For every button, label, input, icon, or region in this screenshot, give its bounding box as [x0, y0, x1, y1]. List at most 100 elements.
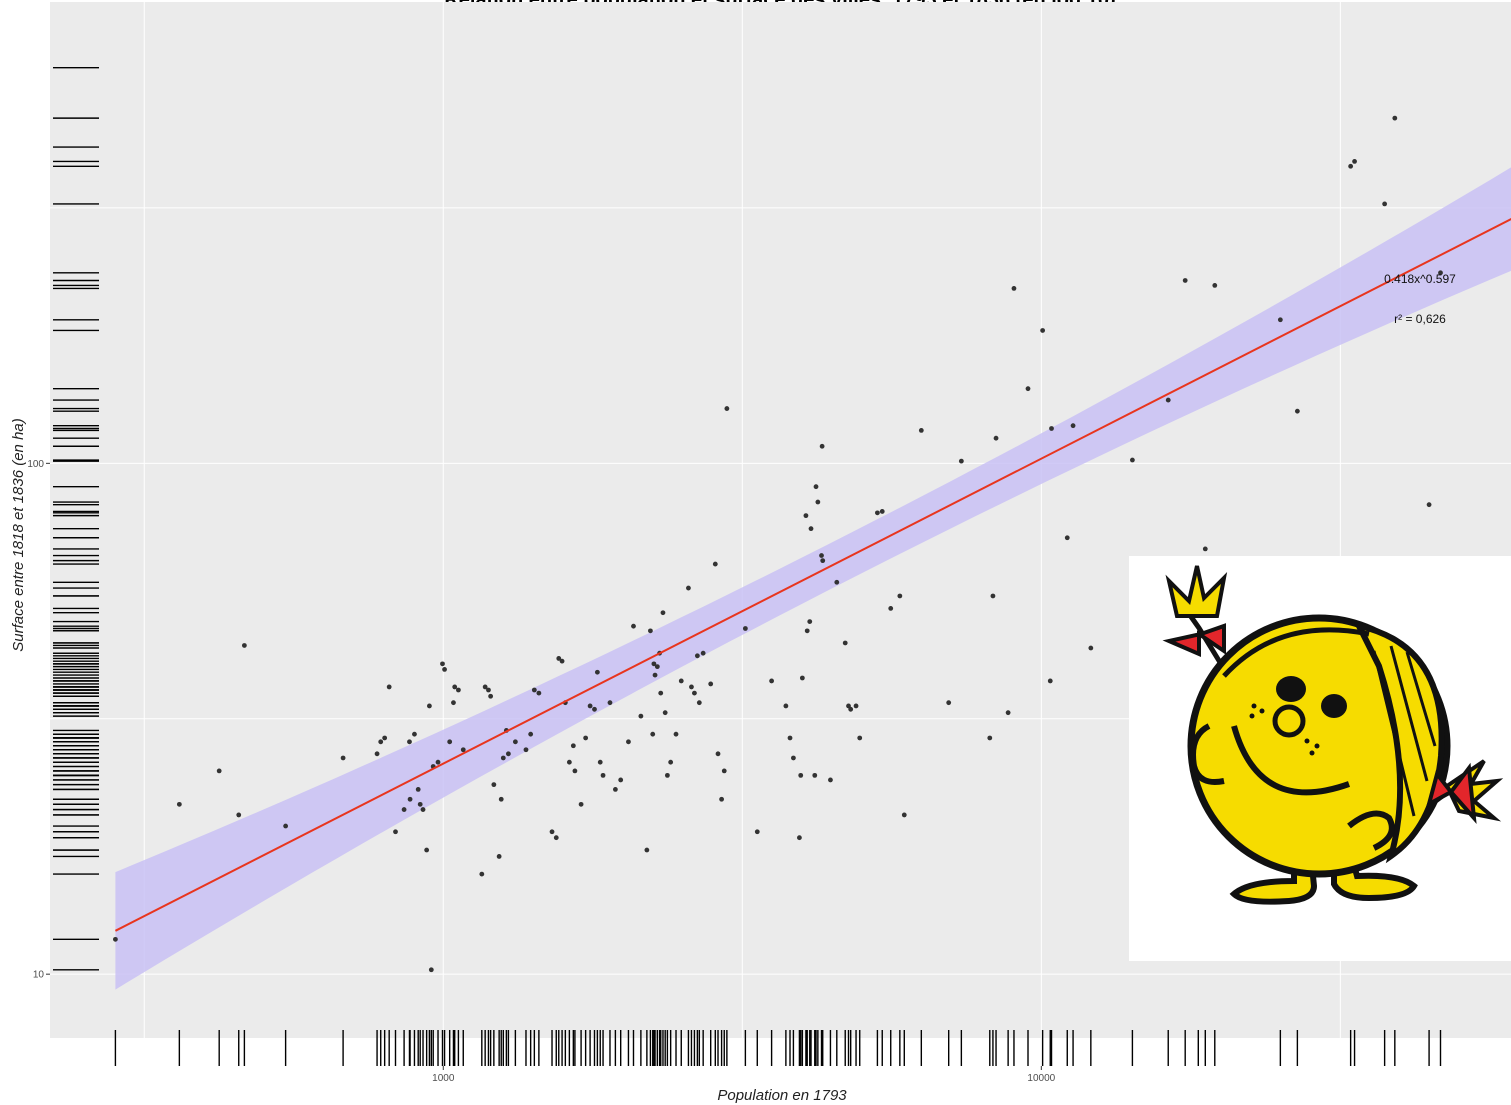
data-point	[241, 643, 247, 648]
data-point	[1070, 423, 1076, 429]
data-point	[875, 510, 880, 516]
data-point	[1348, 163, 1354, 169]
y-tick-label: 100	[27, 459, 44, 470]
x-axis-title: Population en 1793	[717, 1087, 847, 1104]
data-point	[1005, 710, 1011, 716]
data-point	[597, 759, 603, 765]
data-point	[549, 829, 555, 835]
data-point	[236, 812, 242, 818]
data-point	[742, 626, 748, 631]
data-point	[1426, 502, 1432, 508]
data-point	[401, 807, 407, 812]
data-point	[500, 755, 506, 761]
data-point	[819, 553, 824, 558]
data-point	[412, 731, 417, 737]
data-point	[799, 675, 805, 681]
data-point	[386, 684, 392, 690]
data-point	[700, 650, 706, 656]
data-point	[556, 656, 562, 661]
data-point	[857, 735, 863, 741]
data-point	[853, 703, 859, 709]
data-point	[113, 936, 118, 942]
data-point	[1088, 645, 1094, 651]
data-point	[660, 610, 666, 616]
data-point	[834, 579, 840, 585]
data-point	[407, 796, 413, 802]
data-point	[618, 777, 624, 783]
data-point	[1352, 158, 1357, 164]
data-point	[804, 628, 810, 634]
data-point	[715, 751, 721, 757]
y-axis-title: Surface entre 1818 et 1836 (en ha)	[10, 418, 27, 652]
data-point	[987, 735, 993, 741]
data-point	[417, 801, 423, 807]
data-point	[482, 684, 488, 690]
data-point	[708, 681, 714, 687]
data-point	[570, 743, 576, 749]
data-point	[719, 796, 724, 802]
data-point	[594, 669, 600, 675]
data-point	[374, 751, 380, 757]
data-point	[498, 796, 504, 802]
data-point	[283, 823, 289, 829]
data-point	[694, 653, 700, 659]
data-point	[798, 772, 804, 778]
x-axis: 1000 10000	[432, 1066, 1056, 1084]
data-point	[662, 710, 668, 716]
data-point	[724, 406, 730, 411]
data-point	[783, 703, 789, 709]
data-point	[1392, 115, 1398, 121]
data-point	[496, 854, 502, 859]
data-point	[1130, 457, 1135, 463]
data-point	[678, 678, 684, 684]
data-point	[583, 735, 589, 741]
data-point	[486, 687, 491, 693]
data-point	[1047, 678, 1053, 684]
data-point	[696, 700, 702, 706]
data-point	[612, 786, 618, 792]
data-point	[479, 871, 485, 877]
data-point	[1025, 386, 1031, 392]
x-tick-label: 1000	[432, 1073, 455, 1084]
data-point	[901, 812, 907, 818]
data-point	[820, 558, 826, 564]
y-tick-label: 10	[33, 970, 45, 981]
data-point	[1182, 278, 1188, 283]
data-point	[812, 772, 818, 778]
data-point	[592, 706, 597, 712]
data-point	[420, 807, 426, 812]
data-point	[918, 428, 924, 433]
data-point	[803, 513, 809, 519]
data-point	[644, 847, 650, 853]
data-point	[654, 664, 660, 670]
x-rug	[114, 1030, 1442, 1066]
character-icon	[1162, 565, 1504, 905]
data-point	[505, 751, 511, 757]
data-point	[452, 684, 458, 690]
data-point	[648, 628, 653, 634]
data-point	[769, 678, 775, 684]
data-point	[1202, 546, 1208, 552]
y-rug	[53, 66, 99, 971]
data-point	[626, 739, 631, 745]
data-points	[113, 115, 1443, 973]
data-point	[1382, 201, 1388, 207]
data-point	[631, 623, 636, 629]
data-point	[216, 768, 222, 774]
data-point	[754, 829, 760, 835]
r-squared-label: r² = 0,626	[1394, 312, 1446, 326]
data-point	[808, 526, 814, 532]
data-point	[807, 619, 813, 624]
data-point	[692, 690, 697, 696]
data-point	[721, 768, 727, 774]
data-point	[848, 706, 854, 712]
data-point	[658, 690, 664, 696]
data-point	[442, 667, 447, 672]
data-point	[815, 499, 821, 505]
data-point	[393, 829, 398, 835]
data-point	[578, 801, 584, 807]
confidence-band	[115, 167, 1511, 990]
data-point	[668, 759, 674, 765]
data-point	[1165, 397, 1171, 403]
data-point	[572, 768, 578, 774]
